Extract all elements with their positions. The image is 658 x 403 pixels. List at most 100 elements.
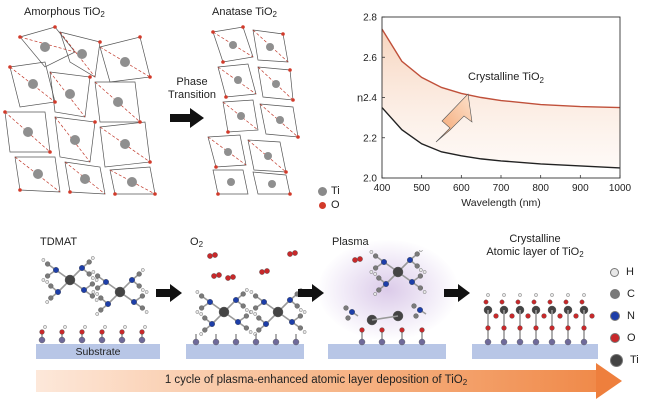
atom-h	[582, 293, 586, 297]
cycle-label-sub: 2	[462, 378, 468, 387]
atom-p	[118, 336, 126, 344]
step-o2-sub: 2	[198, 240, 204, 249]
anatase-structure	[207, 25, 300, 196]
bottom-legend: H C N O Ti	[610, 261, 639, 371]
atom-h	[518, 293, 522, 297]
atom-c	[136, 283, 142, 289]
atom-c	[86, 259, 92, 265]
atom-c	[48, 283, 54, 289]
x-tick-label: 500	[413, 183, 430, 194]
atom-p	[38, 336, 46, 344]
atom-o	[230, 274, 236, 280]
atom-h	[422, 270, 427, 274]
atom-p	[252, 338, 260, 346]
atom-c	[44, 273, 51, 279]
atom-o	[59, 329, 65, 335]
atom-c	[253, 293, 259, 299]
atom-h	[144, 290, 149, 294]
atom-n	[80, 287, 87, 294]
bond	[371, 315, 399, 321]
atom-o	[483, 299, 489, 305]
atom-c	[243, 313, 250, 319]
atom-p	[232, 338, 240, 346]
atom-o	[563, 299, 569, 305]
x-tick-label: 400	[374, 183, 391, 194]
atom-c	[136, 271, 142, 277]
anatase-label-sub: 2	[272, 10, 277, 19]
step-o2-label: O2	[190, 236, 203, 249]
atom-o	[39, 329, 45, 335]
atom-o	[501, 325, 507, 331]
amorphous-structure	[3, 25, 157, 196]
atom-c	[199, 305, 205, 311]
atom-o	[399, 327, 405, 333]
atom-c	[373, 253, 379, 259]
substrate-4	[472, 344, 598, 359]
atom-h	[253, 312, 257, 316]
atom-n	[407, 256, 414, 263]
atom-n	[349, 309, 356, 316]
atom-h	[502, 293, 506, 297]
atom-p	[192, 338, 200, 346]
atom-p	[398, 338, 406, 346]
atom-h	[41, 258, 46, 262]
legend-item-label: O	[627, 332, 636, 344]
process-arrow-1-icon	[156, 284, 182, 302]
atom-h	[550, 293, 554, 297]
atom-c	[411, 303, 417, 309]
top-legend: Ti O	[318, 184, 340, 212]
atom-h	[140, 268, 145, 272]
atom-c	[199, 293, 205, 299]
atom-o	[99, 329, 105, 335]
atom-p	[418, 338, 426, 346]
atom-h	[91, 270, 96, 274]
refractive-index-chart: 400 500 600 700 800 900 1000 2.0 2.2 2.4 2.6 2.8 Wav…	[357, 13, 632, 210]
atom-n	[206, 299, 213, 306]
atom-c	[89, 293, 96, 299]
atom-h	[123, 325, 127, 329]
atom-o	[419, 327, 425, 333]
atom-p	[98, 336, 106, 344]
atom-c	[376, 287, 382, 293]
atom-o	[589, 313, 595, 319]
atom-c	[243, 325, 250, 331]
atom-p	[500, 338, 508, 346]
atom-o	[79, 329, 85, 335]
cycle-label-text: 1 cycle of plasma-enhanced atomic layer …	[164, 374, 463, 386]
atom-h	[244, 308, 249, 312]
atom-h	[534, 293, 538, 297]
atom-h	[143, 325, 147, 329]
atom-n	[55, 289, 62, 296]
atom-h	[94, 278, 99, 282]
step-crystalline-label: Crystalline Atomic layer of TiO2	[475, 233, 595, 261]
atom-c	[376, 275, 382, 281]
atom-h	[91, 290, 96, 294]
atom-p	[272, 338, 280, 346]
step-tdmat-label: TDMAT	[40, 236, 78, 248]
atom-c	[417, 285, 424, 291]
atom-h	[248, 330, 253, 334]
atom-h	[422, 290, 427, 294]
atom-p	[58, 336, 66, 344]
atom-n	[102, 279, 109, 286]
process-arrow-3-icon	[444, 284, 470, 302]
molecules-layer	[38, 250, 595, 346]
series-line-1	[381, 107, 621, 169]
atom-o	[216, 272, 222, 278]
phase-arrow-icon	[170, 108, 204, 128]
legend-o: O	[318, 198, 340, 212]
atom-c	[98, 307, 104, 313]
atom-o	[352, 257, 358, 263]
amorphous-label-sub: 2	[100, 10, 105, 19]
atom-p	[548, 338, 556, 346]
atom-h	[103, 325, 107, 329]
ti-atom-icon	[318, 186, 327, 196]
step-o2-text: O	[190, 236, 199, 248]
atom-h	[195, 290, 200, 294]
atom-h	[140, 288, 145, 292]
amorphous-label-text: Amorphous TiO	[24, 6, 101, 18]
atom-o	[212, 252, 218, 258]
atom-h	[369, 250, 374, 254]
atom-o	[207, 253, 213, 259]
atom-c	[98, 295, 104, 301]
